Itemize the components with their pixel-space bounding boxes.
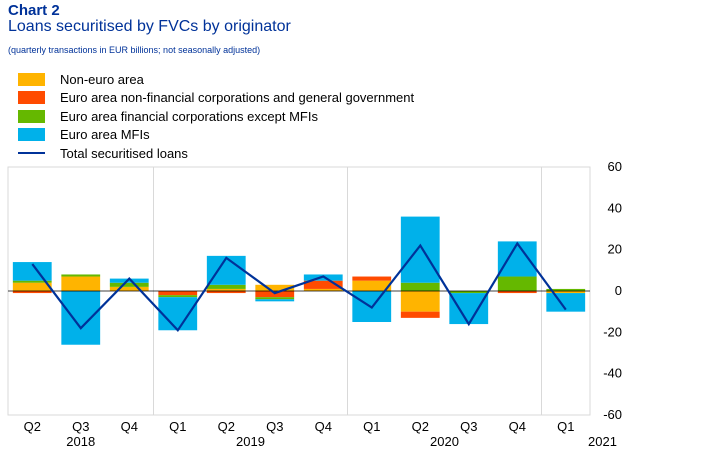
bar-segment-fc-ex-mfi (109, 282, 149, 287)
legend-item-nfc-gg: Euro area non-financial corporations and… (18, 89, 414, 108)
x-tick-label: Q1 (557, 419, 574, 434)
legend-swatch-mfi (18, 128, 45, 142)
bar-segment-mfi (400, 216, 440, 283)
legend-item-non-euro: Non-euro area (18, 70, 414, 89)
y-tick-label: -40 (603, 366, 622, 381)
bar-segment-mfi (61, 291, 101, 345)
legend-label-mfi: Euro area MFIs (60, 127, 150, 143)
bar-segment-fc-ex-mfi (546, 288, 586, 291)
legend-label-non-euro: Non-euro area (60, 71, 144, 87)
bar-segment-nfc-gg (158, 291, 198, 296)
y-tick-label: -20 (603, 324, 622, 339)
bar-segment-non-euro (546, 291, 586, 294)
legend-swatch-fc-ex-mfi (18, 109, 45, 123)
legend-swatch-non-euro (18, 72, 45, 86)
bar-segment-fc-ex-mfi (400, 282, 440, 291)
legend-swatch-nfc-gg (18, 91, 45, 105)
chart-number: Chart 2 (8, 2, 60, 19)
bar-segment-fc-ex-mfi (497, 276, 537, 291)
bar-segment-nfc-gg (497, 291, 537, 294)
year-label: 2020 (430, 434, 459, 449)
x-tick-label: Q3 (72, 419, 89, 434)
x-tick-label: Q2 (412, 419, 429, 434)
bar-segment-fc-ex-mfi (206, 284, 246, 289)
legend-item-fc-ex-mfi: Euro area financial corporations except … (18, 107, 414, 126)
bar-segment-nfc-gg (352, 276, 392, 281)
bar-segment-mfi (497, 241, 537, 277)
legend-item-total: Total securitised loans (18, 144, 414, 163)
bar-segment-non-euro (400, 291, 440, 312)
x-tick-label: Q3 (266, 419, 283, 434)
bar-segment-non-euro (206, 288, 246, 291)
year-label: 2021 (588, 434, 617, 449)
y-tick-label: -60 (603, 407, 622, 422)
total-line (31, 241, 567, 333)
bar-segment-non-euro (303, 288, 343, 291)
legend-label-total: Total securitised loans (60, 145, 188, 161)
x-tick-label: Q1 (169, 419, 186, 434)
x-tick-label: Q4 (509, 419, 526, 434)
chart-title: Loans securitised by FVCs by originator (8, 18, 291, 35)
bar-segment-non-euro (12, 282, 52, 291)
x-tick-label: Q2 (218, 419, 235, 434)
legend-item-mfi: Euro area MFIs (18, 126, 414, 145)
x-tick-label: Q4 (315, 419, 332, 434)
y-tick-label: 0 (615, 283, 622, 298)
x-tick-label: Q1 (363, 419, 380, 434)
y-tick-label: 60 (608, 159, 622, 174)
bar-segment-mfi (109, 278, 149, 283)
year-label: 2018 (66, 434, 95, 449)
chart-subtitle: (quarterly transactions in EUR billions;… (8, 45, 261, 55)
legend-label-fc-ex-mfi: Euro area financial corporations except … (60, 108, 318, 124)
bar-segment-nfc-gg (303, 280, 343, 289)
bar-segment-non-euro (109, 286, 149, 291)
y-tick-label: 20 (608, 242, 622, 257)
bar-segment-mfi (158, 297, 198, 331)
bar-segment-fc-ex-mfi (449, 291, 489, 294)
legend: Non-euro area Euro area non-financial co… (18, 70, 414, 163)
x-tick-label: Q4 (121, 419, 138, 434)
y-tick-label: 40 (608, 200, 622, 215)
bar-segment-non-euro (61, 276, 101, 291)
year-label: 2019 (236, 434, 265, 449)
bar-segment-nfc-gg (206, 291, 246, 294)
bar-segment-fc-ex-mfi (12, 280, 52, 283)
x-tick-label: Q2 (24, 419, 41, 434)
bar-segment-non-euro (352, 280, 392, 291)
bar-segment-fc-ex-mfi (61, 274, 101, 277)
x-tick-label: Q3 (460, 419, 477, 434)
bar-segment-mfi (255, 299, 295, 302)
bar-segment-nfc-gg (400, 311, 440, 318)
bar-segment-mfi (206, 255, 246, 285)
legend-label-nfc-gg: Euro area non-financial corporations and… (60, 90, 415, 106)
bar-segment-mfi (449, 293, 489, 325)
bar-segment-fc-ex-mfi (158, 295, 198, 298)
legend-line-total (18, 152, 45, 155)
bar-segment-fc-ex-mfi (255, 297, 295, 300)
bar-segment-nfc-gg (12, 291, 52, 294)
bar-segment-non-euro (255, 284, 295, 291)
